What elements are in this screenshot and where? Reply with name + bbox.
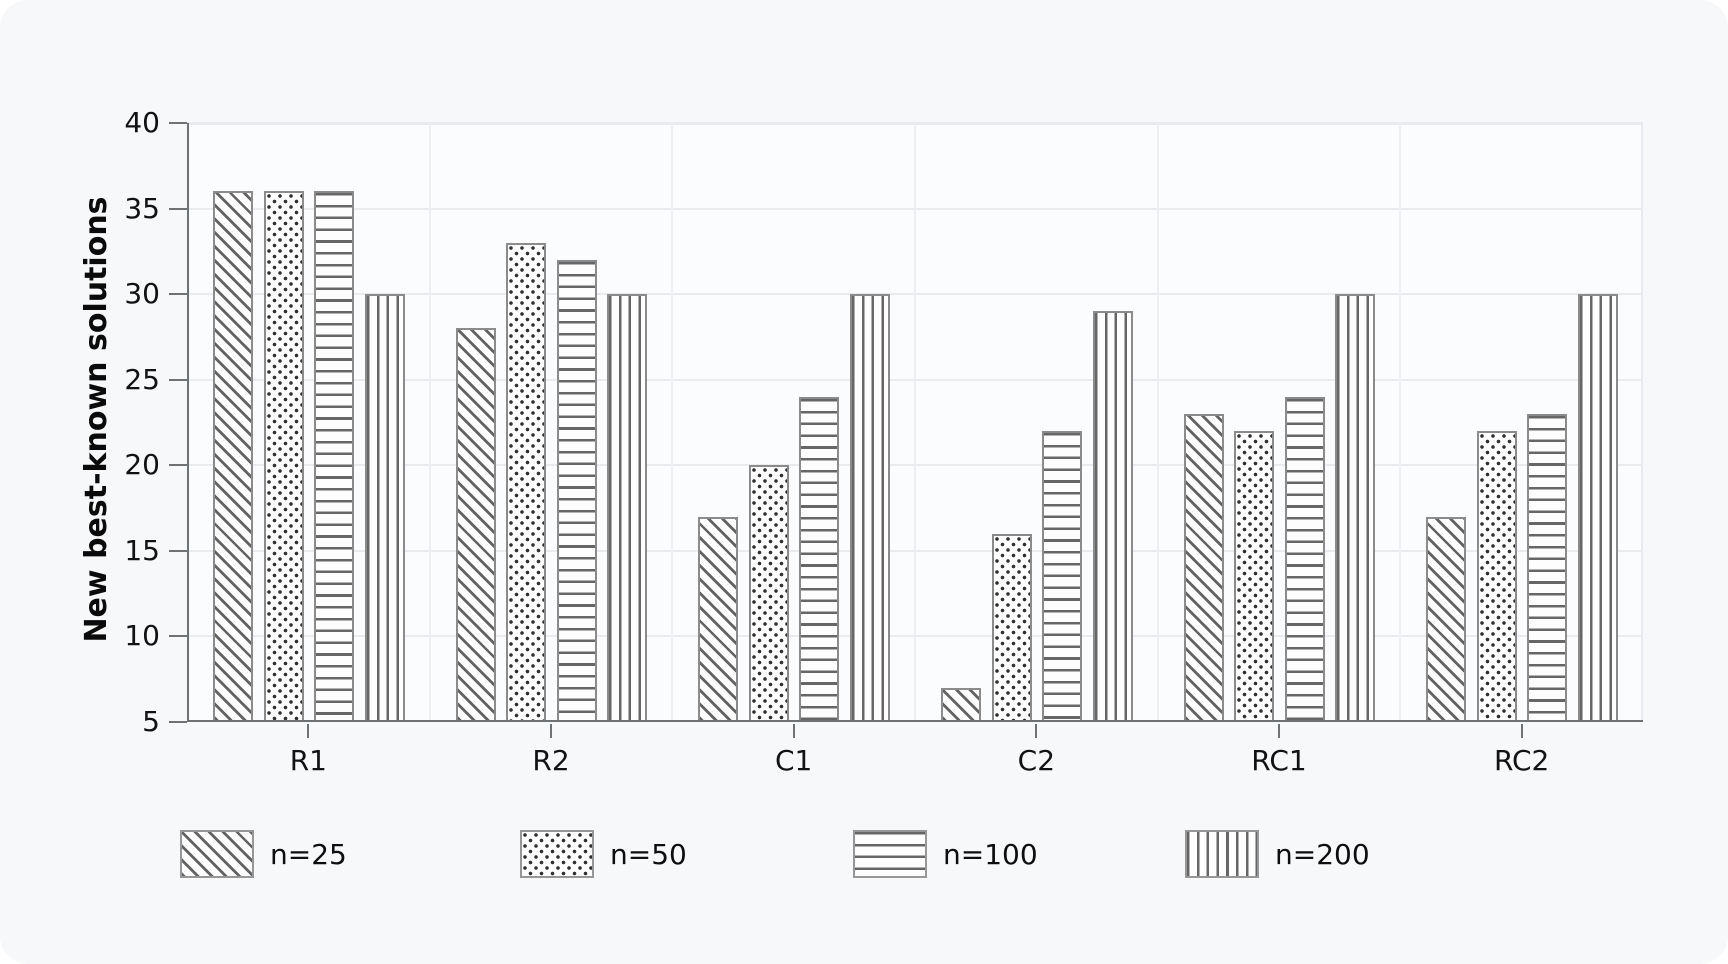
y-tick-label: 15 [124,533,160,567]
y-axis-line [187,123,189,722]
x-tick-label: C2 [1017,744,1056,777]
bar-rc1-n50 [1234,431,1275,722]
legend-swatch-dots-icon [520,830,594,878]
x-axis-line [187,720,1643,722]
y-tick-mark [169,122,187,124]
y-tick-label: 40 [124,106,160,139]
bar-r1-n100 [314,191,354,722]
y-tick-label: 10 [124,619,160,653]
y-tick-label: 20 [124,448,160,482]
legend-item-n200: n=200 [1185,828,1370,880]
legend-label: n=200 [1275,837,1370,871]
vertical-gridline [1399,123,1402,722]
bar-rc2-n100 [1527,413,1568,722]
vertical-gridline [914,123,916,722]
x-tick-label: RC1 [1251,744,1307,777]
bar-r2-n50 [506,242,547,722]
x-tick-mark [550,724,552,738]
bar-r2-n25 [455,328,496,722]
x-tick-mark [307,724,310,738]
bar-c2-n200 [1092,311,1133,722]
bar-c1-n200 [849,294,890,722]
y-tick-mark [169,635,187,638]
legend-item-n100: n=100 [853,828,1038,880]
y-tick-label: 30 [124,277,160,311]
bar-rc2-n25 [1426,516,1467,722]
x-tick-label: R2 [532,744,570,777]
bar-rc2-n50 [1476,431,1517,722]
y-tick-mark [169,549,187,552]
legend-swatch-vertical-lines-icon [1185,830,1259,878]
bar-c1-n50 [748,465,789,722]
y-tick-label: 35 [124,191,160,225]
y-tick-mark [169,207,187,210]
x-tick-label: C1 [774,744,813,777]
bar-r1-n200 [364,294,405,722]
bar-r1-n50 [263,191,304,722]
y-tick-mark [169,378,187,381]
x-tick-mark [792,724,795,738]
legend-label: n=50 [610,837,687,871]
bar-c2-n100 [1042,431,1082,722]
vertical-gridline [671,123,674,722]
vertical-gridline [428,123,431,722]
legend-label: n=25 [270,837,347,871]
legend-item-n50: n=50 [520,828,687,880]
x-tick-mark [1278,724,1280,738]
x-tick-mark [1035,724,1038,738]
bar-rc2-n200 [1577,294,1618,722]
y-tick-mark [169,721,187,723]
plot-area [169,122,1643,738]
legend-label: n=100 [943,837,1038,871]
legend-swatch-horizontal-lines-icon [853,830,927,878]
bar-rc1-n25 [1183,413,1224,722]
y-tick-label: 25 [124,362,160,396]
bar-rc1-n100 [1284,396,1325,722]
legend-item-n25: n=25 [180,828,347,880]
x-tick-label: R1 [289,744,327,777]
y-tick-mark [169,464,187,467]
bar-rc1-n200 [1335,294,1376,722]
y-tick-mark [169,293,187,296]
bar-c1-n25 [698,516,739,722]
y-tick-label: 5 [142,705,160,738]
bar-c2-n25 [941,687,981,722]
bar-c2-n50 [991,533,1032,722]
legend: n=25 n=50 n=100 n=200 [0,828,1728,888]
bar-r2-n200 [607,294,648,722]
legend-swatch-diagonal-hatch-icon [180,830,254,878]
vertical-gridline [1156,123,1159,722]
bar-r1-n25 [213,191,253,722]
bar-r2-n100 [556,259,597,722]
bar-c1-n100 [799,396,840,722]
x-tick-label: RC2 [1493,744,1550,777]
x-tick-mark [1520,724,1523,738]
